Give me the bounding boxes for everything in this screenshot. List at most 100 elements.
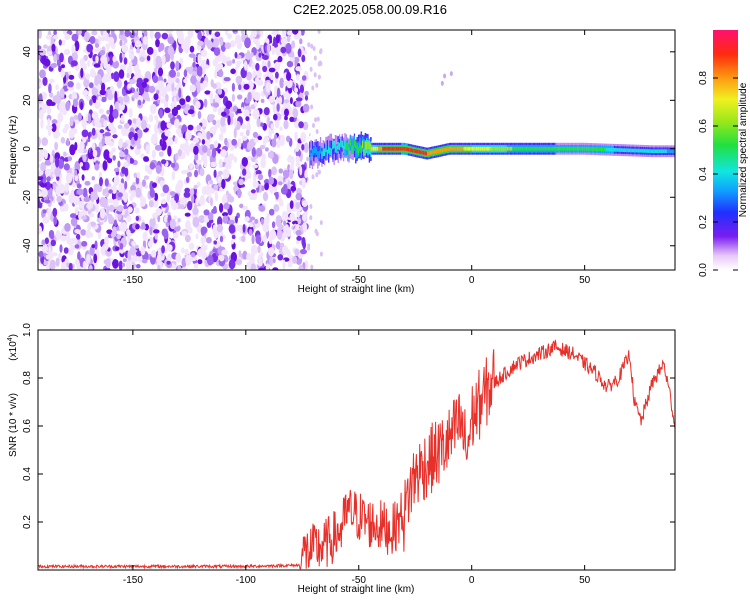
signal-cell bbox=[353, 139, 356, 147]
noise-cell bbox=[193, 145, 199, 155]
noise-cell bbox=[102, 160, 108, 171]
noise-cell bbox=[271, 138, 277, 148]
noise-cell bbox=[60, 235, 67, 242]
noise-cell bbox=[309, 215, 313, 221]
noise-cell bbox=[143, 175, 150, 180]
noise-cell bbox=[118, 138, 124, 149]
signal-cell bbox=[371, 146, 373, 151]
signal-cell bbox=[658, 149, 661, 153]
noise-cell bbox=[142, 179, 146, 187]
signal-cell bbox=[542, 146, 544, 151]
noise-cell bbox=[195, 197, 199, 206]
signal-cell bbox=[441, 148, 444, 153]
noise-cell bbox=[276, 241, 281, 250]
noise-cell bbox=[49, 259, 56, 270]
signal-cell bbox=[370, 144, 372, 152]
noise-cell bbox=[259, 108, 263, 114]
noise-cell bbox=[265, 81, 271, 93]
signal-cell bbox=[608, 147, 611, 152]
noise-cell bbox=[187, 200, 193, 211]
noise-cell bbox=[181, 247, 185, 254]
noise-cell bbox=[51, 123, 57, 132]
noise-cell bbox=[60, 101, 66, 111]
signal-cell bbox=[609, 147, 612, 152]
noise-cell bbox=[39, 244, 45, 249]
noise-cell bbox=[114, 90, 118, 102]
noise-cell bbox=[85, 229, 92, 239]
noise-cell bbox=[160, 199, 167, 205]
noise-cell bbox=[275, 95, 283, 106]
signal-cell bbox=[481, 146, 483, 151]
noise-cell bbox=[270, 76, 275, 81]
noise-cell bbox=[269, 229, 277, 240]
noise-cell bbox=[196, 124, 202, 131]
noise-cell bbox=[135, 223, 140, 230]
signal-cell bbox=[416, 149, 418, 154]
noise-cell bbox=[143, 30, 148, 38]
noise-cell bbox=[233, 105, 238, 113]
signal-cell bbox=[363, 139, 365, 155]
noise-cell bbox=[282, 245, 289, 255]
noise-cell bbox=[192, 61, 196, 68]
noise-cell bbox=[271, 45, 275, 56]
x-tick-label: -150 bbox=[123, 275, 143, 286]
noise-cell bbox=[272, 102, 276, 113]
noise-cell bbox=[63, 151, 67, 157]
noise-cell bbox=[80, 101, 84, 111]
noise-cell bbox=[123, 204, 128, 210]
noise-cell bbox=[168, 113, 174, 119]
signal-cell bbox=[395, 146, 398, 151]
noise-cell bbox=[174, 136, 178, 144]
x-tick-label: -50 bbox=[352, 575, 367, 586]
noise-cell bbox=[133, 132, 138, 141]
noise-cell bbox=[74, 141, 78, 151]
noise-cell bbox=[107, 213, 113, 220]
noise-cell bbox=[175, 60, 180, 72]
noise-cell bbox=[191, 194, 195, 204]
signal-cell bbox=[666, 149, 669, 153]
signal-cell bbox=[489, 146, 491, 151]
noise-cell bbox=[141, 81, 147, 88]
noise-cell bbox=[90, 191, 95, 203]
noise-cell bbox=[263, 179, 270, 184]
noise-cell bbox=[98, 132, 103, 142]
signal-cell bbox=[555, 146, 558, 151]
noise-cell bbox=[286, 135, 291, 143]
signal-cell bbox=[364, 141, 367, 150]
signal-cell bbox=[486, 146, 489, 151]
noise-cell bbox=[64, 33, 71, 40]
noise-cell bbox=[255, 147, 263, 157]
noise-cell bbox=[155, 55, 162, 66]
noise-cell bbox=[228, 224, 236, 234]
signal-cell bbox=[383, 146, 386, 151]
noise-cell bbox=[38, 136, 41, 148]
noise-cell bbox=[283, 99, 290, 104]
noise-cell bbox=[136, 171, 141, 179]
signal-cell bbox=[360, 131, 363, 156]
noise-cell bbox=[295, 155, 300, 164]
noise-cell bbox=[202, 67, 206, 76]
noise-cell bbox=[43, 252, 47, 258]
noise-cell bbox=[106, 109, 110, 115]
noise-cell bbox=[252, 164, 259, 169]
noise-cell bbox=[208, 30, 212, 35]
signal-cell bbox=[502, 146, 505, 151]
noise-cell bbox=[74, 40, 80, 52]
signal-cell bbox=[382, 146, 384, 151]
noise-cell bbox=[240, 106, 244, 113]
noise-cell bbox=[306, 156, 310, 162]
noise-cell bbox=[236, 60, 240, 69]
signal-cell bbox=[469, 146, 471, 151]
noise-cell bbox=[97, 35, 101, 46]
noise-cell bbox=[119, 64, 127, 71]
noise-cell bbox=[72, 98, 79, 108]
noise-cell bbox=[206, 237, 212, 244]
signal-cell bbox=[517, 146, 520, 151]
signal-cell bbox=[665, 149, 668, 153]
noise-cell bbox=[259, 144, 266, 150]
noise-cell bbox=[76, 183, 82, 189]
signal-cell bbox=[549, 146, 551, 151]
noise-cell bbox=[273, 113, 278, 121]
signal-cell bbox=[627, 148, 630, 153]
noise-cell bbox=[85, 95, 91, 101]
